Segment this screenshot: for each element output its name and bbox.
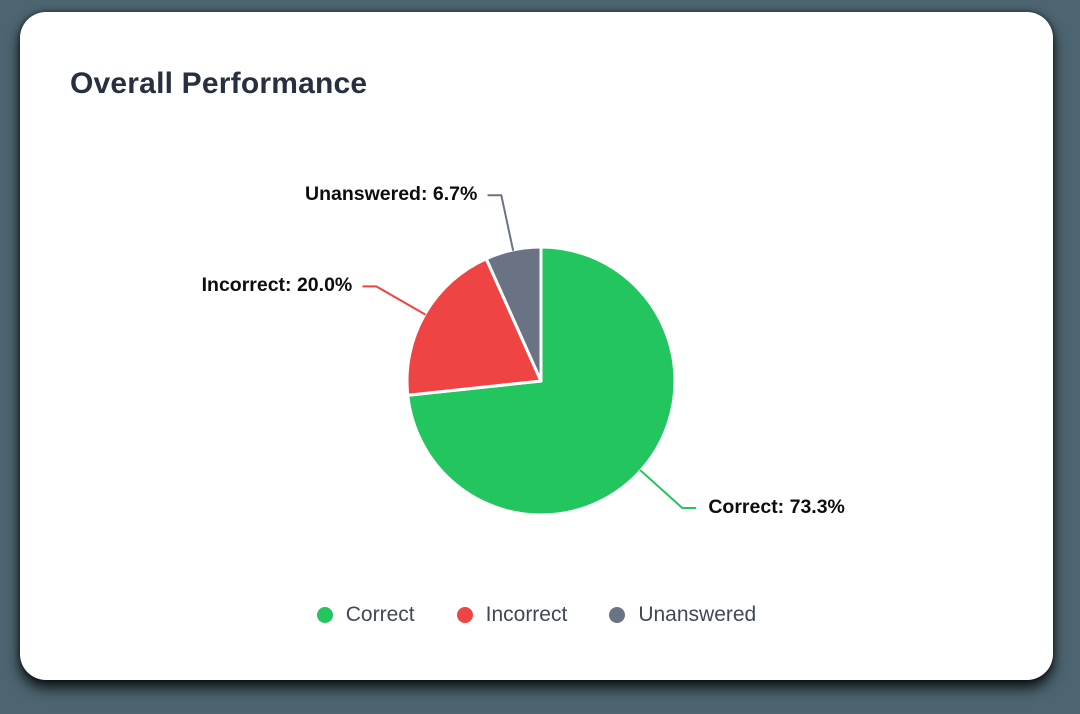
slice-callout-label-correct: Correct: 73.3% (708, 495, 845, 518)
legend-item-incorrect[interactable]: Incorrect (456, 603, 568, 627)
legend-label-correct: Correct (345, 603, 415, 626)
performance-card: Overall Performance Correct: 73.3% Incorr… (20, 12, 1053, 680)
slice-callout-label-unanswered: Unanswered: 6.7% (305, 183, 478, 206)
legend-swatch-incorrect (456, 607, 473, 623)
slice-callout-label-incorrect: Incorrect: 20.0% (201, 274, 353, 297)
callout-line-correct (639, 469, 697, 509)
page-title: Overall Performance (70, 67, 368, 100)
legend-swatch-correct (316, 607, 333, 623)
legend-label-incorrect: Incorrect (485, 603, 568, 626)
chart-legend: Correct Incorrect Unanswered (20, 603, 1053, 627)
legend-label-unanswered: Unanswered (638, 603, 757, 626)
legend-item-correct[interactable]: Correct (316, 603, 415, 627)
pie-chart-svg (362, 194, 697, 517)
callout-line-incorrect (362, 285, 426, 316)
legend-swatch-unanswered (609, 607, 626, 623)
legend-item-unanswered[interactable]: Unanswered (609, 603, 756, 627)
callout-line-unanswered (487, 194, 514, 251)
